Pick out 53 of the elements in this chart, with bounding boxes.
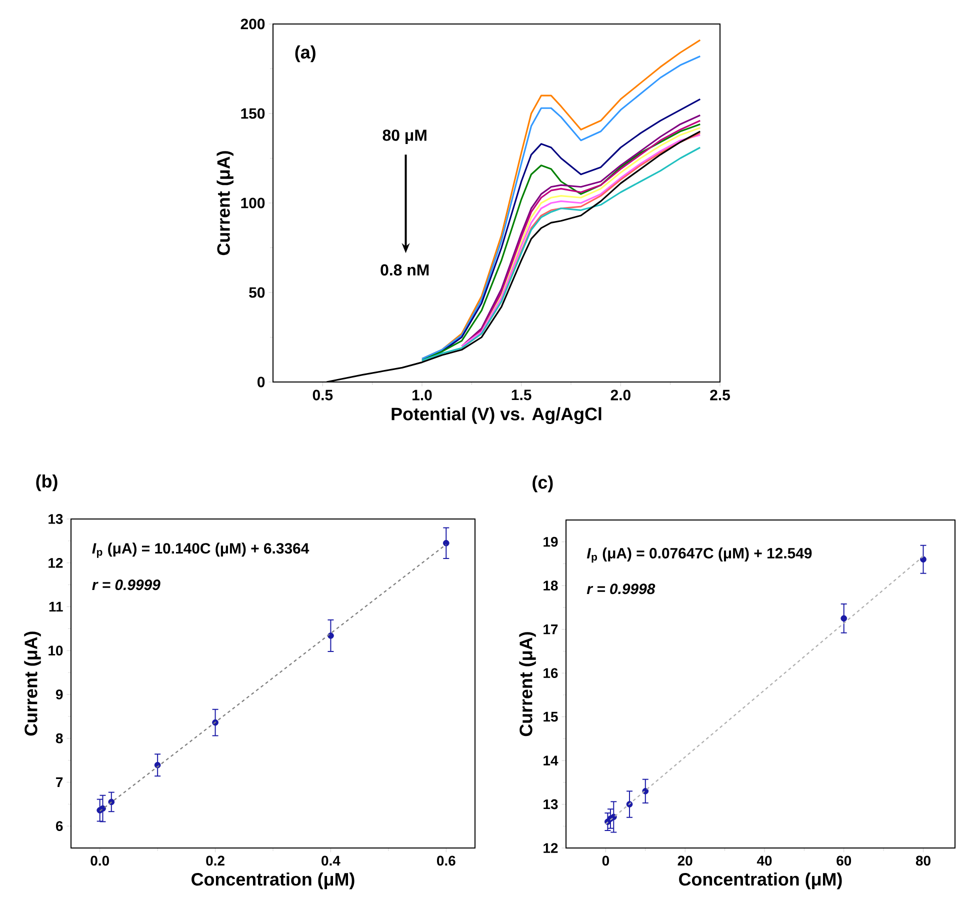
annotation: 0.8 nM	[380, 264, 429, 276]
annotation: I$_{p}$ (μA) = 10.140C (μM) + 6.3364	[92, 542, 310, 558]
annotation: I$_{p}$ (μA) = 0.07647C (μM) + 12.549	[586, 548, 812, 563]
text: (a)	[295, 45, 316, 62]
x-tick-label: 0	[602, 856, 610, 866]
x-tick-label: 0.5	[312, 390, 333, 400]
x-tick-label: 0.6	[436, 856, 456, 866]
y-tick-label: 0	[258, 376, 265, 388]
x-tick-label: 0.0	[90, 856, 109, 866]
annotation: r = 0.9998	[586, 584, 656, 594]
y-axis-title: Current (μA)	[216, 151, 234, 256]
y-tick-label: 9	[56, 690, 63, 700]
y-tick-label: 11	[49, 602, 63, 612]
y-axis-title: Current (μA)	[519, 632, 536, 736]
y-tick-label: 19	[544, 536, 558, 547]
y-tick-label: 150	[241, 108, 265, 119]
x-tick-label: 20	[678, 856, 692, 866]
point	[920, 556, 926, 563]
x-tick-label: 0.4	[322, 856, 340, 866]
x-tick-label: 60	[836, 856, 852, 866]
y-tick-label: 16	[544, 668, 558, 678]
x-axis-title: Concentration (μM)	[679, 872, 842, 890]
y-tick-label: 200	[240, 18, 265, 30]
x-tick-label: 0.2	[206, 856, 224, 866]
x-axis-title: Concentration (μM)	[192, 872, 354, 890]
y-tick-label: 10	[48, 646, 63, 656]
y-tick-label: 17	[544, 624, 558, 634]
y-tick-label: 14	[544, 756, 558, 766]
y-tick-label: 7	[56, 777, 63, 787]
x-tick-label: 1.0	[412, 390, 432, 400]
x-tick-label: 2.5	[710, 390, 730, 400]
y-tick-label: 12	[48, 558, 63, 568]
y-axis-title: Current (μA)	[24, 632, 41, 736]
x-tick-label: 40	[756, 856, 772, 866]
x-tick-label: 1.5	[512, 390, 532, 400]
y-tick-label: 100	[241, 198, 265, 208]
point	[442, 540, 450, 546]
point	[840, 615, 848, 622]
y-tick-label: 15	[544, 712, 558, 722]
x-tick-label: 2.0	[610, 390, 630, 400]
chart-title: (b)	[36, 474, 58, 492]
annotation: r = 0.9999	[92, 580, 160, 590]
y-tick-label: 18	[544, 580, 558, 591]
y-tick-label: 8	[56, 733, 63, 744]
y-tick-label: 50	[249, 287, 265, 298]
x-axis-title: Potential (V) vs. Ag/AgCl	[392, 407, 602, 424]
y-tick-label: 12	[544, 843, 558, 853]
chart-title: (c)	[532, 476, 553, 492]
annotation: 80 μM	[382, 130, 426, 144]
y-tick-label: 13	[48, 514, 63, 524]
x-tick-label: 80	[916, 856, 930, 866]
y-tick-label: 13	[544, 799, 558, 810]
y-tick-label: 6	[56, 821, 63, 832]
